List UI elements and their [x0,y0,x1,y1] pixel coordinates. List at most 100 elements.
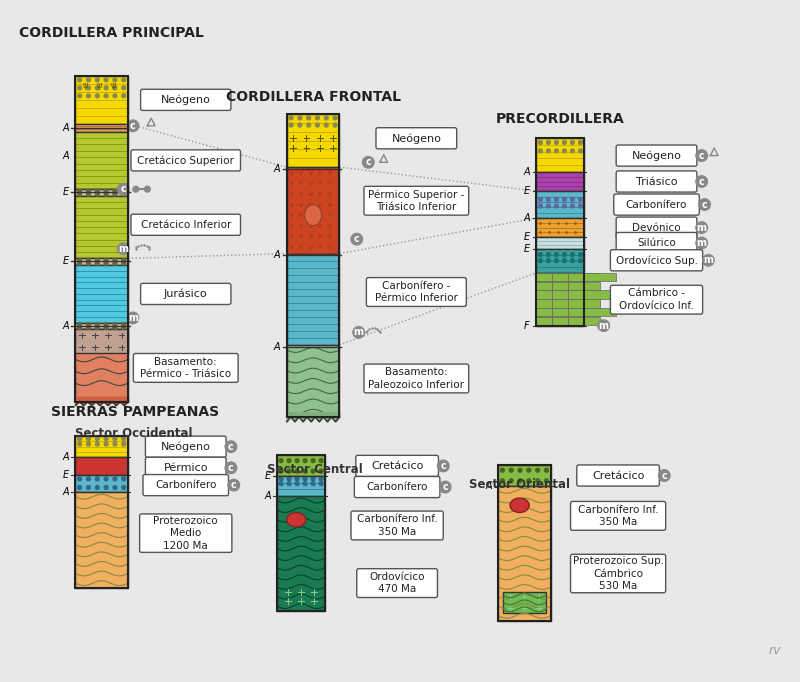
Circle shape [538,258,542,263]
Text: v: v [299,244,303,250]
Text: c: c [662,471,667,481]
FancyBboxPatch shape [614,194,699,215]
Text: v: v [328,191,332,197]
FancyBboxPatch shape [143,475,229,496]
Circle shape [86,486,90,490]
Bar [537,273,585,325]
Circle shape [78,94,82,98]
Text: rv: rv [769,644,782,657]
Text: m: m [697,222,706,233]
Circle shape [698,199,710,210]
Circle shape [696,150,707,162]
Circle shape [289,123,293,127]
Bar [75,76,128,124]
Circle shape [578,204,582,208]
Circle shape [306,123,310,127]
Text: v: v [328,244,332,250]
Circle shape [113,192,117,196]
Circle shape [78,486,82,490]
Text: v: v [328,212,332,218]
Bar [498,465,551,486]
FancyBboxPatch shape [356,456,438,477]
Text: Basamento:
Pérmico - Triásico: Basamento: Pérmico - Triásico [140,357,231,379]
Circle shape [122,189,126,193]
Text: A: A [274,164,280,174]
Circle shape [86,192,90,196]
Bar [498,486,551,621]
Circle shape [122,437,126,441]
Circle shape [570,253,574,256]
Text: m: m [598,321,609,331]
Circle shape [319,477,323,481]
Circle shape [696,222,707,233]
Bar [553,291,568,299]
Bar [537,172,585,191]
Circle shape [538,197,542,201]
Circle shape [439,481,451,493]
Circle shape [546,258,550,263]
Text: c: c [702,200,707,209]
Circle shape [510,479,513,483]
FancyBboxPatch shape [141,89,231,110]
Circle shape [113,437,117,441]
Circle shape [324,116,328,120]
Circle shape [133,186,138,192]
Circle shape [113,258,117,262]
Text: v: v [290,170,294,176]
Text: Cretácico Superior: Cretácico Superior [138,155,234,166]
Bar [537,308,552,316]
Circle shape [122,94,126,98]
Text: Neógeno: Neógeno [161,95,210,105]
Circle shape [546,149,550,153]
Circle shape [353,327,365,338]
Circle shape [86,437,90,441]
Bar [286,345,339,417]
Bar [553,273,568,281]
Text: Neógeno: Neógeno [631,150,682,161]
Text: m: m [118,243,128,254]
Circle shape [570,197,574,201]
Text: Sector Oriental: Sector Oriental [469,477,570,490]
Circle shape [333,116,337,120]
FancyBboxPatch shape [616,217,697,238]
Circle shape [311,477,315,481]
Circle shape [333,123,337,127]
Circle shape [118,183,129,195]
Text: c: c [228,442,234,451]
Bar [553,308,568,316]
Text: Carbonífero Inf.
350 Ma: Carbonífero Inf. 350 Ma [357,514,438,537]
Bar [537,273,552,281]
Bar [569,308,584,316]
Bar [585,291,617,299]
Circle shape [545,469,548,472]
Circle shape [86,258,90,262]
Circle shape [562,149,566,153]
FancyBboxPatch shape [351,511,443,540]
Text: Proterozoico
Medio
1200 Ma: Proterozoico Medio 1200 Ma [154,516,218,550]
Bar [286,115,339,417]
FancyBboxPatch shape [577,465,659,486]
Text: Ordovícico Sup.: Ordovícico Sup. [615,255,698,265]
Bar [585,273,617,281]
Bar [585,282,601,290]
Circle shape [306,116,310,120]
Text: A: A [62,321,69,331]
Circle shape [78,261,82,265]
Text: Neógeno: Neógeno [161,441,210,452]
Text: m: m [128,313,138,323]
Text: A: A [62,123,69,133]
Circle shape [122,486,126,490]
Circle shape [104,78,108,82]
Bar [585,308,601,316]
Circle shape [554,253,558,256]
Text: v: v [290,191,294,197]
Circle shape [122,477,126,481]
Circle shape [78,437,82,441]
Text: v: v [309,170,313,176]
Bar [569,273,584,281]
Text: v: v [299,233,303,239]
Bar [277,477,325,496]
Circle shape [279,477,283,481]
Text: v: v [328,170,332,176]
Text: v: v [318,244,322,250]
